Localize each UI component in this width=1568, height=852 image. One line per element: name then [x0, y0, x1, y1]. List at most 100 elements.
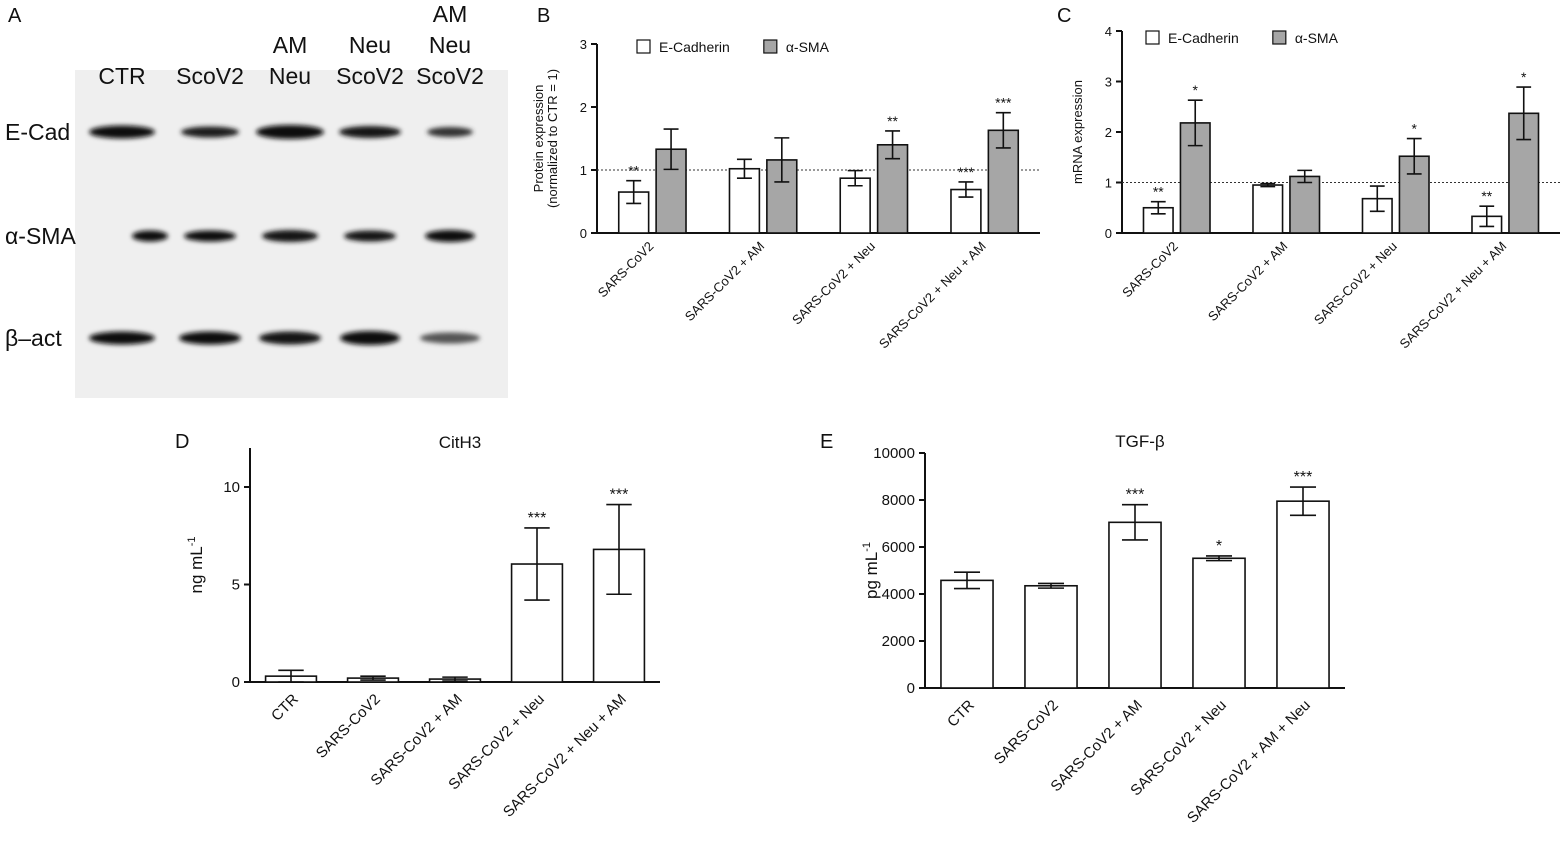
chart-title: CitH3: [439, 433, 482, 452]
blot-band: [420, 332, 480, 344]
x-tick-label: SARS-CoV2 + AM: [1205, 239, 1290, 324]
y-axis-label: (normalized to CTR = 1): [545, 69, 560, 208]
legend-swatch: [636, 39, 651, 54]
bar: [940, 579, 994, 689]
blot-band: [339, 126, 401, 138]
y-tick-label: 6000: [882, 539, 915, 556]
y-tick-label: 5: [232, 577, 240, 594]
legend-swatch: [763, 39, 778, 54]
error-bar: [774, 137, 790, 183]
significance-label: *: [1521, 69, 1527, 85]
x-tick-label: SARS-CoV2 + AM: [682, 239, 767, 324]
bar: [1252, 184, 1284, 234]
error-bar: [1150, 200, 1166, 215]
bar: [728, 167, 761, 234]
x-tick-label: SARS-CoV2 + Neu: [1311, 239, 1400, 328]
chart-title: TGF-β: [1115, 432, 1165, 451]
y-tick-label: 10: [223, 479, 240, 496]
x-tick-label: SARS-CoV2: [991, 697, 1062, 768]
y-axis-label: ng mL-1: [186, 536, 206, 593]
x-tick-label: SARS-CoV2 + Neu: [789, 239, 878, 328]
x-tick-label: SARS-CoV2 + Neu + AM: [1397, 239, 1510, 352]
error-bar: [995, 111, 1011, 149]
bar: [1024, 584, 1078, 689]
lane-label: AM: [273, 32, 308, 58]
error-bar: [663, 128, 679, 171]
error-bar: [1121, 503, 1149, 541]
x-tick-label: CTR: [944, 697, 978, 731]
significance-label: ***: [528, 510, 547, 527]
lane-label: CTR: [98, 63, 145, 89]
bar: [1289, 175, 1321, 234]
lane-label: Neu: [429, 32, 471, 58]
significance-label: ***: [1294, 469, 1313, 486]
error-bar: [278, 669, 304, 683]
y-axis-label-exponent: -1: [186, 536, 198, 546]
significance-label: ***: [1126, 487, 1145, 504]
legend-label: E-Cadherin: [1168, 30, 1239, 46]
x-tick-label: SARS-CoV2: [1119, 239, 1181, 301]
error-bar: [736, 158, 752, 179]
significance-label: ***: [958, 164, 975, 180]
blot-band: [89, 125, 155, 139]
x-tick-label: SARS-CoV2 + Neu + AM: [876, 239, 989, 352]
significance-label: *: [1216, 538, 1222, 555]
error-bar: [524, 527, 550, 601]
legend-swatch: [1145, 30, 1160, 45]
row-label: α-SMA: [5, 223, 76, 249]
blot-band: [132, 230, 168, 242]
row-label: β–act: [5, 325, 62, 351]
y-axis-label: Protein expression: [531, 85, 546, 193]
lane-label: ScoV2: [336, 63, 404, 89]
significance-label: ***: [610, 487, 629, 504]
y-tick-label: 0: [232, 674, 240, 691]
bar: [1276, 500, 1330, 689]
error-bar: [953, 571, 981, 590]
panel-letter: D: [175, 431, 189, 453]
x-tick-label: SARS-CoV2: [313, 691, 384, 762]
lane-label: ScoV2: [176, 63, 244, 89]
blot-band: [179, 331, 241, 345]
blot-band: [262, 230, 318, 242]
error-bar: [885, 130, 901, 160]
y-tick-label: 4000: [882, 586, 915, 603]
error-bar: [360, 675, 386, 681]
y-axis-label: mRNA expression: [1070, 80, 1085, 184]
error-bar: [1205, 555, 1233, 562]
blot-band: [184, 230, 236, 242]
significance-label: **: [887, 113, 898, 129]
panel-letter: E: [820, 431, 833, 453]
y-tick-label: 4: [1105, 24, 1112, 39]
legend-label: α-SMA: [786, 39, 830, 55]
lane-label: Neu: [269, 63, 311, 89]
error-bar: [606, 503, 632, 596]
blot-band: [340, 331, 400, 345]
error-bar: [1369, 185, 1385, 213]
y-axis-label-unit: ng mL: [187, 546, 206, 593]
blot-band: [427, 127, 473, 137]
lane-label: ScoV2: [416, 63, 484, 89]
bar: [1108, 521, 1162, 689]
error-bar: [626, 179, 642, 205]
bar: [950, 188, 982, 234]
y-tick-label: 2: [580, 100, 587, 115]
y-tick-label: 0: [580, 226, 587, 241]
error-bar: [1479, 205, 1495, 228]
y-tick-label: 3: [1105, 75, 1112, 90]
significance-label: **: [1153, 184, 1164, 200]
blot-band: [181, 126, 239, 138]
error-bar: [958, 181, 974, 198]
error-bar: [1260, 182, 1276, 188]
y-axis-label-unit: pg mL: [862, 552, 881, 599]
y-axis-label: pg mL-1: [861, 542, 881, 599]
blot-band: [259, 331, 321, 345]
error-bar: [1406, 137, 1422, 175]
legend-label: E-Cadherin: [659, 39, 730, 55]
x-tick-label: SARS-CoV2 + AM: [1047, 697, 1145, 795]
lane-label: AM: [433, 1, 468, 27]
y-tick-label: 0: [1105, 226, 1112, 241]
legend-label: α-SMA: [1295, 30, 1339, 46]
x-tick-label: SARS-CoV2: [595, 239, 657, 301]
